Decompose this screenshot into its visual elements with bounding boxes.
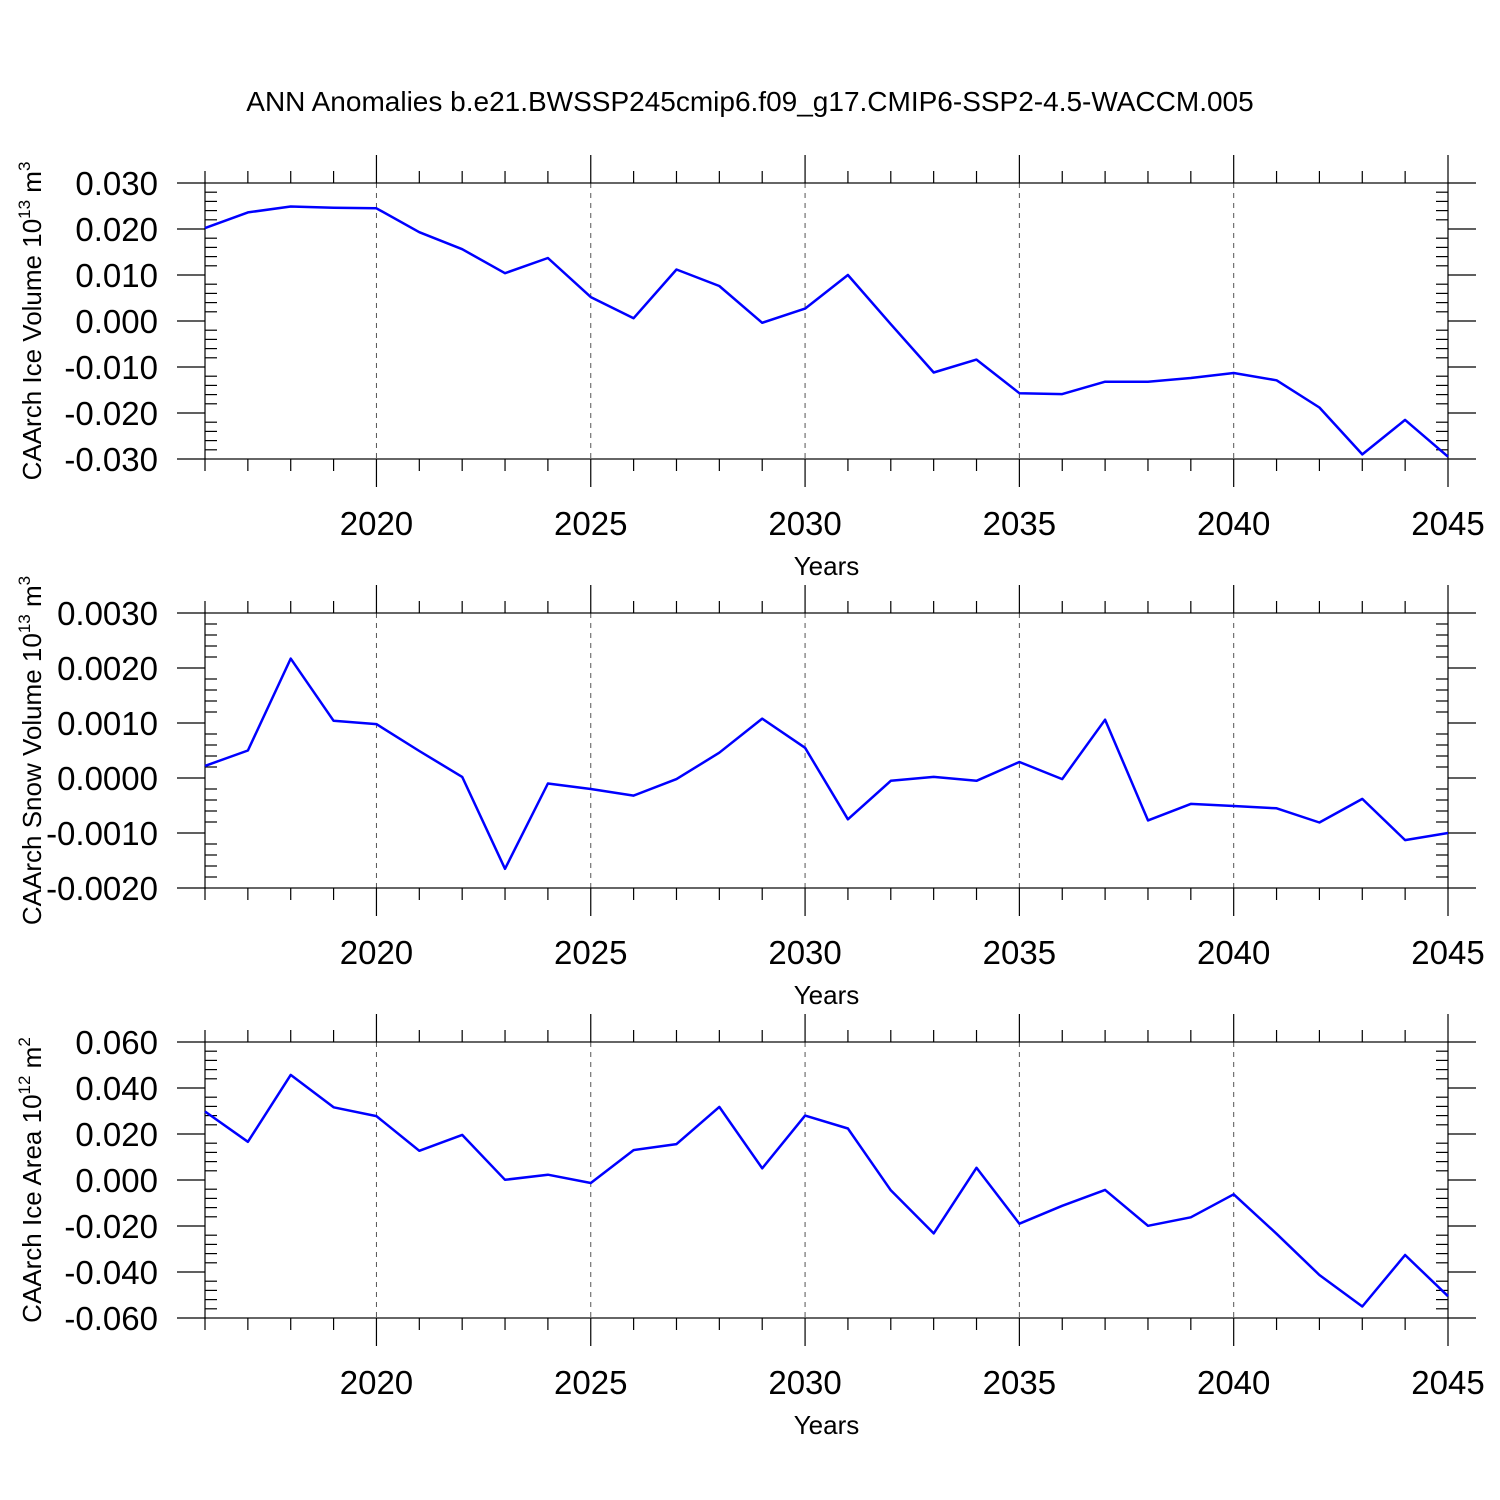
x-tick-label: 2025 xyxy=(554,934,627,971)
series-line xyxy=(204,205,1449,458)
y-tick-label: -0.0010 xyxy=(46,815,158,852)
y-axis-title-exponent: 13 xyxy=(15,614,34,633)
y-tick-label: 0.0010 xyxy=(57,705,158,742)
plot-frame xyxy=(204,612,1449,889)
x-tick-label: 2030 xyxy=(768,1364,841,1401)
x-tick-label: 2045 xyxy=(1411,934,1484,971)
panel-1: 2020 2025 2030 2035 2040 2045 -0.030 -0.020 -0.0… xyxy=(15,155,1485,581)
y-tick-label: 0.000 xyxy=(75,1162,158,1199)
x-tick-label: 2030 xyxy=(768,505,841,542)
x-tick-label: 2040 xyxy=(1197,934,1270,971)
x-axis-title: Years xyxy=(794,980,860,1010)
y-tick-label: 0.010 xyxy=(75,257,158,294)
y-axis-title-text: CAArch Snow Volume 10 xyxy=(17,633,47,925)
y-tick-label: 0.020 xyxy=(75,211,158,248)
x-tick-label: 2020 xyxy=(340,505,413,542)
y-axis-title: CAArch Ice Area 1012 m2 xyxy=(15,1037,47,1323)
y-axis-title: CAArch Ice Volume 1013 m3 xyxy=(15,162,47,481)
y-tick-label: 0.0020 xyxy=(57,650,158,687)
y-axis-title: CAArch Snow Volume 1013 m3 xyxy=(15,576,47,925)
x-tick-label: 2040 xyxy=(1197,1364,1270,1401)
y-axis-title-unit-exponent: 3 xyxy=(15,162,34,171)
x-axis-title: Years xyxy=(794,551,860,581)
y-axis-title-unit-exponent: 2 xyxy=(15,1037,34,1046)
y-tick-label: -0.010 xyxy=(64,349,158,386)
panel-3: 2020 2025 2030 2035 2040 2045 -0.060 -0.040 -0.0… xyxy=(15,1014,1485,1440)
x-tick-label: 2030 xyxy=(768,934,841,971)
y-tick-label: 0.030 xyxy=(75,165,158,202)
x-tick-label: 2020 xyxy=(340,934,413,971)
series-line xyxy=(204,657,1449,871)
y-tick-label: 0.040 xyxy=(75,1070,158,1107)
y-tick-label: -0.0020 xyxy=(46,870,158,907)
y-tick-label: -0.060 xyxy=(64,1300,158,1337)
y-axis-title-text: CAArch Ice Area 10 xyxy=(17,1094,47,1322)
x-tick-label: 2040 xyxy=(1197,505,1270,542)
x-tick-label: 2035 xyxy=(983,1364,1056,1401)
y-tick-label: 0.060 xyxy=(75,1024,158,1061)
y-axis-title-unit: m xyxy=(17,1047,47,1076)
x-tick-label: 2045 xyxy=(1411,505,1484,542)
x-tick-label: 2025 xyxy=(554,505,627,542)
plot-frame xyxy=(204,182,1449,460)
y-axis-title-text: CAArch Ice Volume 10 xyxy=(17,219,47,481)
panel-2: 2020 2025 2030 2035 2040 2045 -0.0020 -0.0010 0.… xyxy=(15,576,1485,1010)
chart-title: ANN Anomalies b.e21.BWSSP245cmip6.f09_g1… xyxy=(246,86,1253,117)
y-axis-title-exponent: 13 xyxy=(15,200,34,219)
x-tick-label: 2035 xyxy=(983,505,1056,542)
x-axis-title: Years xyxy=(794,1410,860,1440)
y-tick-label: 0.000 xyxy=(75,303,158,340)
y-tick-label: -0.020 xyxy=(64,395,158,432)
x-tick-label: 2025 xyxy=(554,1364,627,1401)
series-line xyxy=(204,1073,1449,1308)
y-axis-title-unit-exponent: 3 xyxy=(15,576,34,585)
y-tick-label: -0.040 xyxy=(64,1254,158,1291)
y-tick-label: -0.020 xyxy=(64,1208,158,1245)
y-tick-label: 0.0030 xyxy=(57,595,158,632)
x-tick-label: 2045 xyxy=(1411,1364,1484,1401)
x-tick-label: 2035 xyxy=(983,934,1056,971)
y-axis-title-exponent: 12 xyxy=(15,1076,34,1095)
plot-frame xyxy=(204,1041,1449,1319)
y-axis-title-unit: m xyxy=(17,585,47,614)
x-tick-label: 2020 xyxy=(340,1364,413,1401)
y-tick-label: -0.030 xyxy=(64,441,158,478)
y-axis-title-unit: m xyxy=(17,171,47,200)
y-tick-label: 0.020 xyxy=(75,1116,158,1153)
y-tick-label: 0.0000 xyxy=(57,760,158,797)
